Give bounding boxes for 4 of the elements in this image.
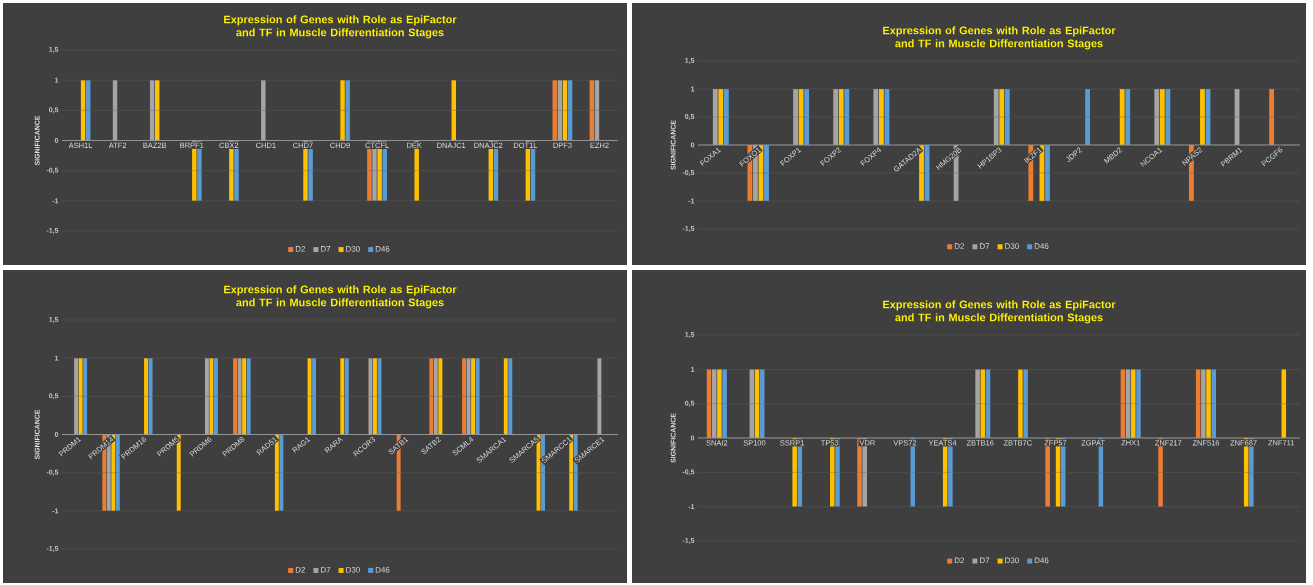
chart-title: Expression of Genes with Role as EpiFactor and TF in Muscle Differentiation Stages [224, 285, 457, 309]
chart-title: Expression of Genes with Role as EpiFactor and TF in Muscle Differentiation Stages [224, 15, 457, 39]
chart-title: Expression of Genes with Role as EpiFactor and TF in Muscle Differentiation Stages [883, 26, 1116, 50]
chart-title: Expression of Genes with Role as EpiFactor and TF in Muscle Differentiation Stages [883, 300, 1116, 324]
